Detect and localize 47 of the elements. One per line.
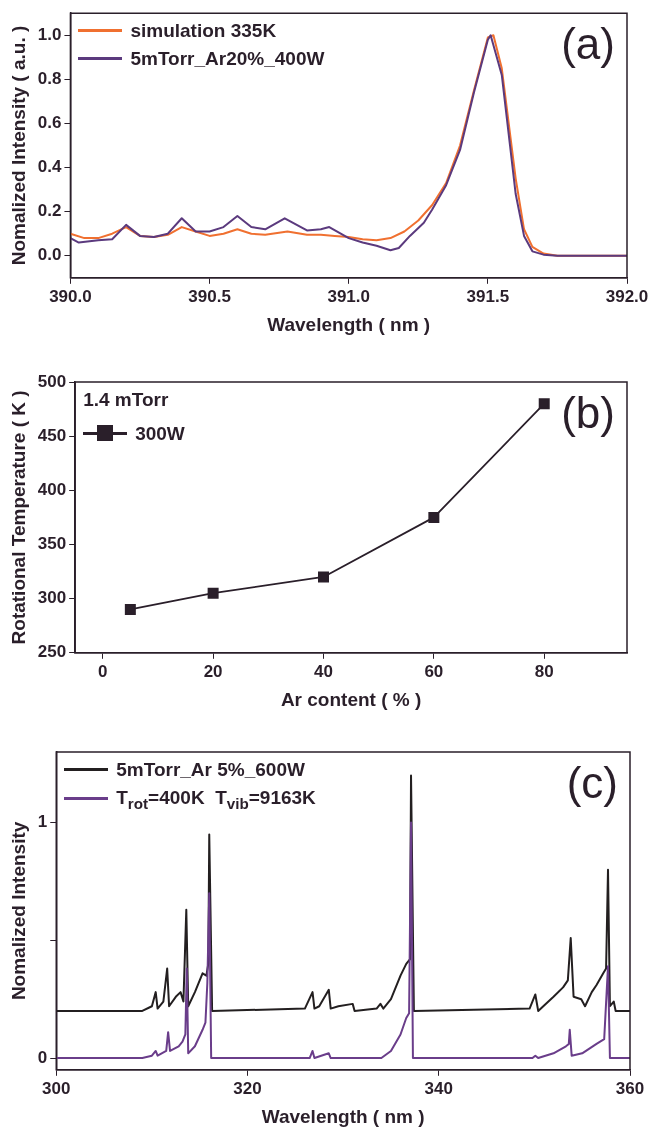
x-tick-label: 360 — [615, 1078, 645, 1098]
x-tick-label: 320 — [233, 1078, 262, 1098]
point — [428, 511, 440, 523]
legend-label: 300W — [135, 421, 185, 446]
x-tick-label: 391.5 — [466, 286, 510, 306]
y-tick-label: 0.4 — [37, 157, 62, 177]
x-tick-label: 20 — [203, 661, 223, 681]
x-tick-label: 391.0 — [327, 286, 370, 306]
x-axis-title: Wavelength ( nm ) — [261, 1105, 425, 1127]
x-tick-label: 40 — [314, 661, 333, 681]
legend-label: simulation 335K — [130, 19, 277, 44]
annotation: (c) — [566, 758, 618, 808]
y-tick-label: 350 — [37, 534, 67, 554]
x-tick-label: 392.0 — [605, 286, 649, 306]
legend-label: 5mTorr_Ar 5%_600W — [116, 758, 305, 782]
point — [124, 603, 136, 615]
y-axis-title: Nomalized Intensity ( a.u. ) — [7, 25, 29, 266]
y-tick-label: 1 — [37, 812, 48, 832]
x-tick-label: 80 — [534, 661, 554, 681]
x-axis-title: Wavelength ( nm ) — [267, 313, 431, 335]
y-tick-label: 450 — [37, 425, 67, 445]
annotation: (a) — [561, 19, 615, 69]
point — [207, 587, 219, 599]
annotation: (b) — [561, 388, 615, 438]
y-tick-label: 500 — [37, 371, 67, 391]
y-tick-label: 0.8 — [37, 69, 62, 89]
x-tick-label: 340 — [424, 1078, 453, 1098]
y-tick-label: 0.0 — [37, 245, 62, 265]
y-tick-label: 0 — [37, 1047, 48, 1067]
legend-title: 1.4 mTorr — [83, 388, 170, 412]
y-tick-label: 300 — [37, 588, 67, 608]
y-tick-label: 0.6 — [37, 113, 62, 133]
y-axis-title: Nomalized Intensity — [7, 821, 29, 1001]
x-axis-title: Ar content ( % ) — [280, 688, 422, 710]
x-tick-label: 390.5 — [188, 286, 231, 306]
y-tick-label: 0.2 — [37, 201, 62, 221]
y-tick-label: 250 — [37, 642, 67, 662]
x-tick-label: 390.0 — [49, 286, 92, 306]
y-tick-label: 1.0 — [37, 24, 62, 44]
y-tick-label: 400 — [37, 480, 67, 500]
x-tick-label: 60 — [424, 661, 444, 681]
legend-label: T$_{rot}$=400K T$_{vib}$=9163K — [116, 785, 316, 814]
point — [538, 398, 550, 410]
y-axis-title: Rotational Temperature ( K ) — [7, 390, 29, 645]
legend-label: 5mTorr_Ar20%_400W — [130, 46, 325, 71]
point — [317, 571, 329, 583]
x-tick-label: 0 — [98, 661, 108, 681]
